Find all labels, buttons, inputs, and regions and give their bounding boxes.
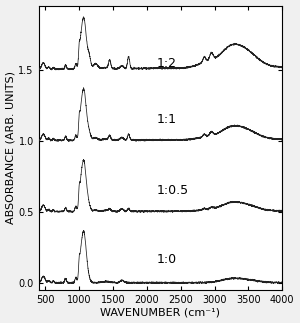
Text: 1:0.5: 1:0.5 [157,184,189,197]
Y-axis label: ABSORBANCE (ARB. UNITS): ABSORBANCE (ARB. UNITS) [6,71,16,224]
X-axis label: WAVENUMBER (cm⁻¹): WAVENUMBER (cm⁻¹) [100,307,220,318]
Text: 1:0: 1:0 [157,253,177,266]
Text: 1:1: 1:1 [157,113,177,126]
Text: 1:2: 1:2 [157,57,177,69]
